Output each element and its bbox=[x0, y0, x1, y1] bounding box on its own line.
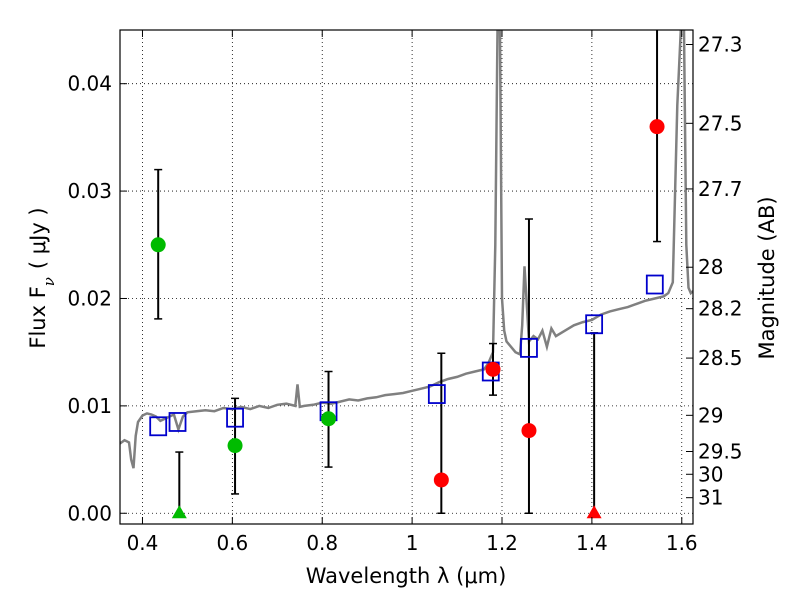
red-point bbox=[649, 119, 665, 135]
magnitude-tick-label: 27.3 bbox=[698, 32, 743, 56]
magnitude-tick-label: 29.5 bbox=[698, 440, 743, 464]
x-tick-label: 1.4 bbox=[576, 531, 608, 555]
y-tick-label: 0.01 bbox=[67, 394, 112, 418]
green-point bbox=[321, 411, 337, 427]
x-tick-label: 0.6 bbox=[216, 531, 248, 555]
magnitude-tick-label: 28.2 bbox=[698, 297, 743, 321]
y-axis-label: Flux Fν ( μJy ) bbox=[26, 207, 58, 348]
model-square-marker bbox=[168, 412, 187, 432]
red-point bbox=[521, 423, 537, 439]
plot-area bbox=[120, 30, 693, 519]
magnitude-tick-label: 28.5 bbox=[698, 346, 743, 370]
magnitude-tick-label: 30 bbox=[698, 462, 723, 486]
model-square-marker bbox=[427, 384, 446, 404]
y-axis-label-text: Flux F bbox=[26, 286, 50, 348]
grid-lines bbox=[120, 30, 693, 524]
x-tick-label: 1 bbox=[406, 531, 419, 555]
model-square-marker bbox=[585, 314, 604, 335]
red-triangle-limit bbox=[586, 505, 602, 519]
y-tick-label: 0.02 bbox=[67, 286, 112, 310]
x-axis-label: Wavelength λ (μm) bbox=[306, 564, 507, 588]
x-tick-label: 0.8 bbox=[306, 531, 338, 555]
magnitude-tick-label: 27.7 bbox=[698, 177, 743, 201]
model-square-marker bbox=[520, 337, 538, 358]
y-axis-label-unit: ( μJy ) bbox=[26, 207, 50, 269]
red-point bbox=[485, 361, 501, 377]
y-axis-label-subscript: ν bbox=[40, 277, 58, 286]
magnitude-tick-label: 27.5 bbox=[698, 111, 743, 135]
spectrum-line bbox=[120, 30, 693, 469]
model-square-marker bbox=[645, 274, 664, 295]
x-tick-label: 1.2 bbox=[486, 531, 518, 555]
model-square-marker bbox=[226, 407, 244, 428]
plot-frame bbox=[119, 29, 694, 525]
red-point bbox=[433, 472, 449, 488]
y-tick-label: 0.00 bbox=[67, 501, 112, 525]
y-axis-ticks: 0.00 0.01 0.02 0.03 0.04 bbox=[67, 72, 127, 525]
data-markers bbox=[149, 119, 665, 519]
y-tick-label: 0.04 bbox=[67, 72, 112, 96]
x-tick-label: 0.4 bbox=[127, 531, 159, 555]
magnitude-tick-label: 29 bbox=[698, 403, 723, 427]
magnitude-tick-label: 28 bbox=[698, 255, 723, 279]
x-axis-ticks: 0.4 0.6 0.8 1 1.2 1.4 1.6 bbox=[127, 30, 698, 555]
x-tick-label: 1.6 bbox=[666, 531, 698, 555]
green-point bbox=[227, 438, 243, 454]
magnitude-tick-label: 31 bbox=[698, 486, 723, 510]
green-triangle-limit bbox=[171, 505, 187, 519]
model-square-marker bbox=[149, 416, 168, 437]
green-point bbox=[150, 237, 166, 253]
errorbars bbox=[154, 30, 662, 515]
y-tick-label: 0.03 bbox=[67, 179, 112, 203]
magnitude-axis-label: Magnitude (AB) bbox=[755, 196, 779, 359]
